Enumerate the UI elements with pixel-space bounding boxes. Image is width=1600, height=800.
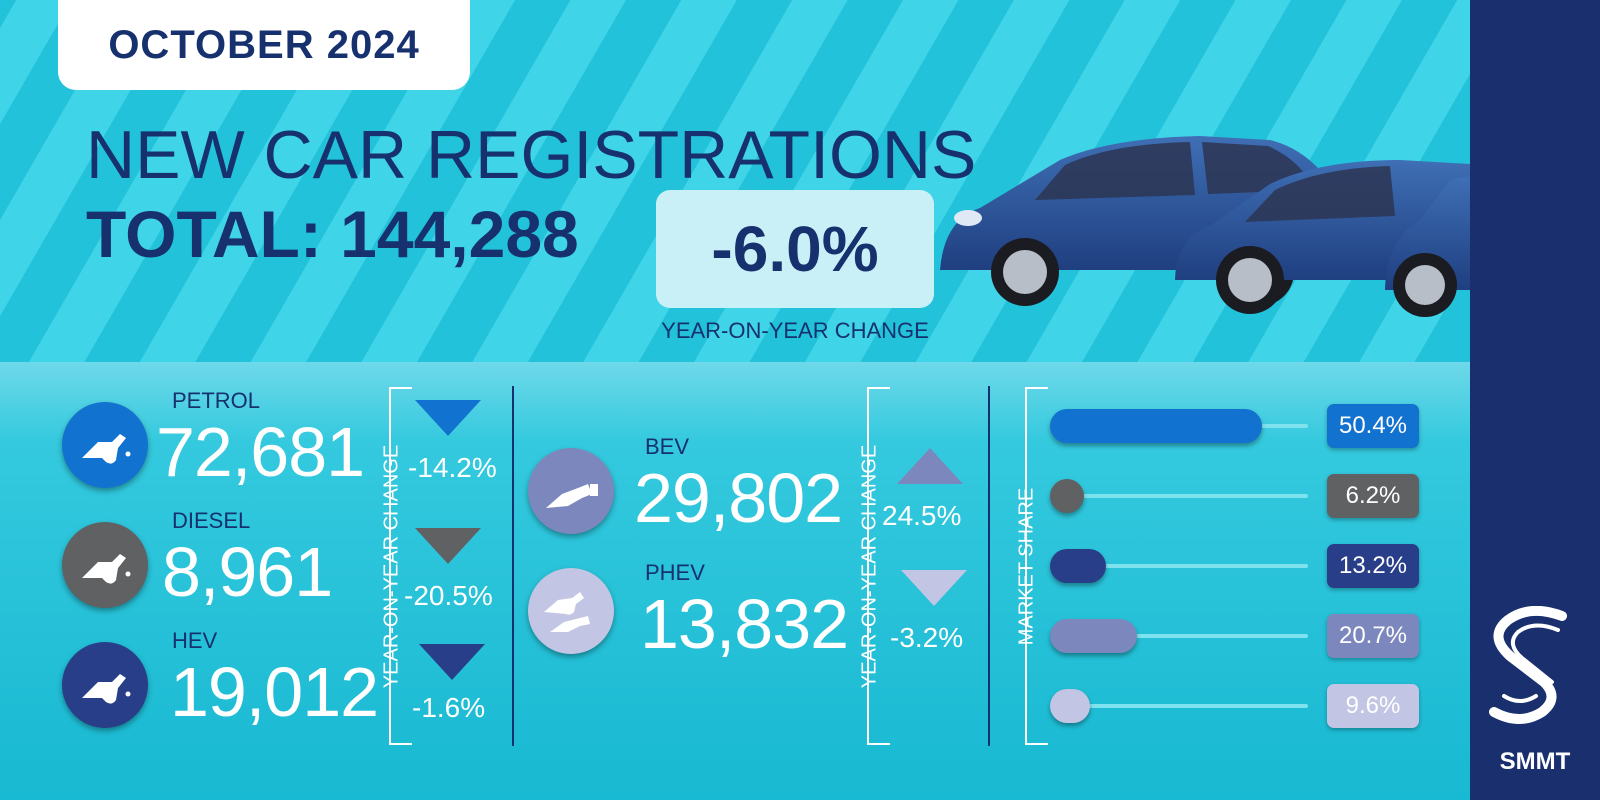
diesel-label: DIESEL (172, 508, 251, 533)
bev-label: BEV (645, 434, 690, 459)
petrol-arrow-icon (415, 400, 481, 436)
bev-share-bar (1050, 619, 1138, 653)
share-track (1050, 564, 1308, 568)
hev-share-bar (1050, 549, 1106, 583)
yoy-change-value: -6.0% (711, 213, 879, 285)
petrol-yoy-change: -14.2% (408, 452, 497, 483)
smmt-logo-icon (1489, 606, 1567, 724)
page-title: NEW CAR REGISTRATIONS (86, 117, 977, 193)
hev-label: HEV (172, 628, 218, 653)
phev-yoy-change: -3.2% (890, 622, 964, 653)
month-label: OCTOBER 2024 (108, 22, 420, 67)
petrol-share-bar (1050, 409, 1262, 443)
hev-share-label: 13.2% (1327, 544, 1419, 588)
bev-arrow-icon (897, 448, 963, 484)
yoy-change-label: YEAR-ON-YEAR CHANGE (661, 318, 929, 343)
bev-yoy-change: 24.5% (882, 500, 962, 531)
bev-plug-icon (528, 448, 614, 534)
petrol-pump-icon (62, 402, 148, 488)
section-divider-left (512, 386, 514, 746)
phev-share-label: 9.6% (1327, 684, 1419, 728)
hev-value: 19,012 (170, 653, 379, 731)
petrol-value: 72,681 (156, 413, 365, 491)
diesel-value: 8,961 (162, 533, 333, 611)
phev-value: 13,832 (640, 585, 849, 663)
share-track (1050, 494, 1308, 498)
car-rear-icon (1385, 176, 1470, 317)
phev-share-bar (1050, 689, 1091, 723)
phev-arrow-icon (901, 570, 967, 606)
bev-value: 29,802 (634, 459, 843, 537)
yoy-change-box: -6.0% (656, 190, 934, 308)
diesel-yoy-change: -20.5% (404, 580, 493, 611)
petrol-share-label: 50.4% (1327, 404, 1419, 448)
month-tab: OCTOBER 2024 (58, 0, 470, 90)
phev-label: PHEV (645, 560, 705, 585)
phev-plug-icon (528, 568, 614, 654)
share-track (1050, 634, 1308, 638)
hev-yoy-change: -1.6% (412, 692, 486, 723)
diesel-pump-icon (62, 522, 148, 608)
share-track (1050, 704, 1308, 708)
diesel-share-bar (1050, 479, 1084, 513)
diesel-share-label: 6.2% (1327, 474, 1419, 518)
diesel-arrow-icon (415, 528, 481, 564)
section-divider-right (988, 386, 990, 746)
smmt-logo-text: SMMT (1499, 748, 1571, 775)
petrol-label: PETROL (172, 388, 261, 413)
hev-arrow-icon (419, 644, 485, 680)
hev-pump-icon (62, 642, 148, 728)
total-registrations: TOTAL: 144,288 (86, 197, 579, 271)
bev-share-label: 20.7% (1327, 614, 1419, 658)
cars-illustration (940, 136, 1470, 317)
